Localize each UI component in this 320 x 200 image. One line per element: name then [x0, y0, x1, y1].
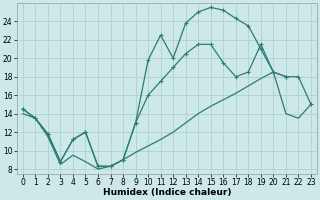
X-axis label: Humidex (Indice chaleur): Humidex (Indice chaleur) [103, 188, 231, 197]
